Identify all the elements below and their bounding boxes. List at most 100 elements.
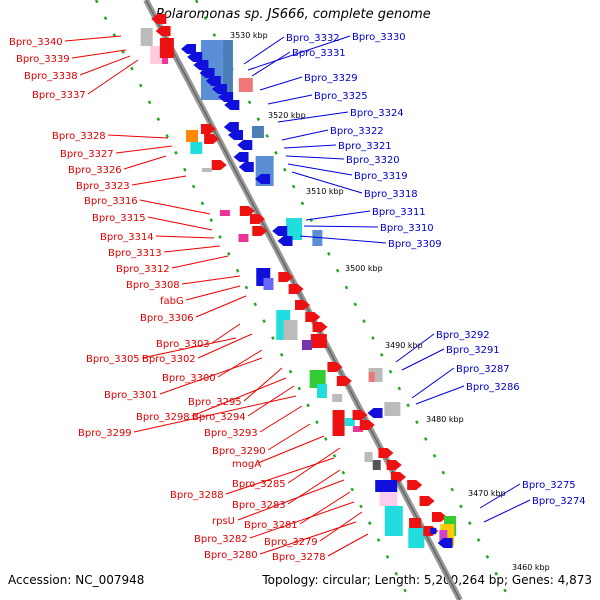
gene-arrow xyxy=(211,160,227,170)
gene-label-left[interactable]: Bpro_3278 xyxy=(272,552,326,563)
gene-label-leader xyxy=(115,145,173,154)
gene-block xyxy=(251,126,264,138)
gene-label-right[interactable]: Bpro_3331 xyxy=(292,48,346,59)
gene-label-left[interactable]: Bpro_3283 xyxy=(232,500,286,511)
gene-label-left[interactable]: Bpro_3285 xyxy=(232,479,286,490)
gene-label-right[interactable]: Bpro_3321 xyxy=(338,141,392,152)
gene-label-left[interactable]: Bpro_3282 xyxy=(194,534,248,545)
gene-label-right[interactable]: Bpro_3332 xyxy=(286,33,340,44)
gene-label-left[interactable]: Bpro_3301 xyxy=(104,390,158,401)
gene-label-leader xyxy=(285,155,345,160)
gene-label-leader xyxy=(483,499,531,523)
gene-label-left[interactable]: Bpro_3326 xyxy=(68,165,122,176)
gene-label-right[interactable]: Bpro_3325 xyxy=(314,91,368,102)
gene-label-right[interactable]: Bpro_3322 xyxy=(330,126,384,137)
gene-label-leader xyxy=(141,337,237,359)
gene-label-right[interactable]: Bpro_3292 xyxy=(436,330,490,341)
gene-block xyxy=(159,38,174,58)
gene-label-leader xyxy=(247,35,351,71)
gene-label-left[interactable]: Bpro_3298 xyxy=(136,412,190,423)
gene-block xyxy=(439,530,448,542)
gene-arrow xyxy=(249,214,265,224)
gene-block xyxy=(332,410,345,436)
gene-label-left[interactable]: Bpro_3293 xyxy=(204,428,258,439)
gene-label-right[interactable]: Bpro_3291 xyxy=(446,345,500,356)
gene-label-left[interactable]: Bpro_3300 xyxy=(162,373,216,384)
gene-block xyxy=(352,426,363,432)
gene-arrow xyxy=(205,76,221,86)
gene-block xyxy=(238,234,249,242)
scale-label: 3480 kbp xyxy=(426,415,464,424)
gene-label-left[interactable]: Bpro_3295 xyxy=(188,397,242,408)
gene-arrow xyxy=(327,362,343,372)
gene-label-left[interactable]: Bpro_3340 xyxy=(9,37,63,48)
gene-label-right[interactable]: Bpro_3309 xyxy=(388,239,442,250)
gene-label-leader xyxy=(133,395,297,433)
gene-label-left[interactable]: Bpro_3302 xyxy=(142,354,196,365)
gene-label-right[interactable]: Bpro_3319 xyxy=(354,171,408,182)
scale-label: 3470 kbp xyxy=(468,489,506,498)
gene-label-left[interactable]: mogA xyxy=(232,459,261,470)
gene-label-right[interactable]: Bpro_3329 xyxy=(304,73,358,84)
gene-label-leader xyxy=(267,94,313,105)
gene-block xyxy=(375,480,398,492)
gene-block xyxy=(150,46,163,64)
gene-label-left[interactable]: Bpro_3299 xyxy=(78,428,132,439)
gene-label-left[interactable]: rpsU xyxy=(212,516,235,527)
gene-label-left[interactable]: Bpro_3327 xyxy=(60,149,114,160)
gene-label-left[interactable]: Bpro_3316 xyxy=(84,196,138,207)
gene-block xyxy=(263,278,274,290)
gene-label-leader xyxy=(479,483,521,509)
gene-label-leader xyxy=(159,357,263,395)
gene-label-right[interactable]: Bpro_3324 xyxy=(350,108,404,119)
gene-label-leader xyxy=(251,51,291,77)
gene-label-leader xyxy=(79,55,131,76)
gene-label-left[interactable]: Bpro_3314 xyxy=(100,232,154,243)
gene-label-left[interactable]: Bpro_3305 xyxy=(86,354,140,365)
gene-label-left[interactable]: Bpro_3303 xyxy=(156,339,210,350)
gene-label-left[interactable]: Bpro_3312 xyxy=(116,264,170,275)
gene-label-right[interactable]: Bpro_3275 xyxy=(522,480,576,491)
gene-arrow xyxy=(239,206,255,216)
gene-arrow xyxy=(437,538,453,548)
gene-block xyxy=(286,218,303,240)
gene-label-left[interactable]: Bpro_3328 xyxy=(52,131,106,142)
gene-arrow xyxy=(238,162,254,172)
gene-label-left[interactable]: Bpro_3281 xyxy=(244,520,298,531)
gene-label-right[interactable]: Bpro_3274 xyxy=(532,496,586,507)
gene-block xyxy=(430,528,437,534)
gene-block xyxy=(309,370,326,388)
gene-label-left[interactable]: Bpro_3290 xyxy=(212,446,266,457)
genome-title: Polaromonas sp. JS666, complete genome xyxy=(156,7,431,22)
gene-label-right[interactable]: Bpro_3311 xyxy=(372,207,426,218)
gene-label-left[interactable]: fabG xyxy=(160,296,184,307)
scale-label: 3520 kbp xyxy=(268,111,306,120)
gene-arrow xyxy=(295,300,310,310)
gene-label-leader xyxy=(155,235,215,239)
gene-label-right[interactable]: Bpro_3318 xyxy=(364,189,418,200)
gene-label-left[interactable]: Bpro_3323 xyxy=(76,181,130,192)
gene-label-left[interactable]: Bpro_3306 xyxy=(140,313,194,324)
gene-label-left[interactable]: Bpro_3339 xyxy=(16,54,70,65)
gene-label-right[interactable]: Bpro_3287 xyxy=(456,364,510,375)
gene-label-leader xyxy=(259,405,303,433)
gene-label-right[interactable]: Bpro_3310 xyxy=(380,223,434,234)
gene-arrow xyxy=(352,410,368,420)
gene-arrow xyxy=(237,140,253,150)
gene-block xyxy=(301,340,312,350)
gene-label-left[interactable]: Bpro_3313 xyxy=(108,248,162,259)
gene-label-leader xyxy=(283,144,337,149)
gene-label-left[interactable]: Bpro_3308 xyxy=(126,280,180,291)
gene-label-left[interactable]: Bpro_3288 xyxy=(170,490,224,501)
gene-label-left[interactable]: Bpro_3315 xyxy=(92,213,146,224)
gene-label-left[interactable]: Bpro_3294 xyxy=(192,412,246,423)
gene-arrow xyxy=(359,420,375,430)
gene-label-right[interactable]: Bpro_3330 xyxy=(352,32,406,43)
gene-label-left[interactable]: Bpro_3337 xyxy=(32,90,86,101)
right-gene-labels: Bpro_3332 Bpro_3330 Bpro_3331 Bpro_3329 Bpro… xyxy=(243,32,586,523)
gene-label-left[interactable]: Bpro_3279 xyxy=(264,537,318,548)
gene-label-right[interactable]: Bpro_3320 xyxy=(346,155,400,166)
gene-label-right[interactable]: Bpro_3286 xyxy=(466,382,520,393)
gene-label-left[interactable]: Bpro_3338 xyxy=(24,71,78,82)
gene-label-left[interactable]: Bpro_3280 xyxy=(204,550,258,561)
